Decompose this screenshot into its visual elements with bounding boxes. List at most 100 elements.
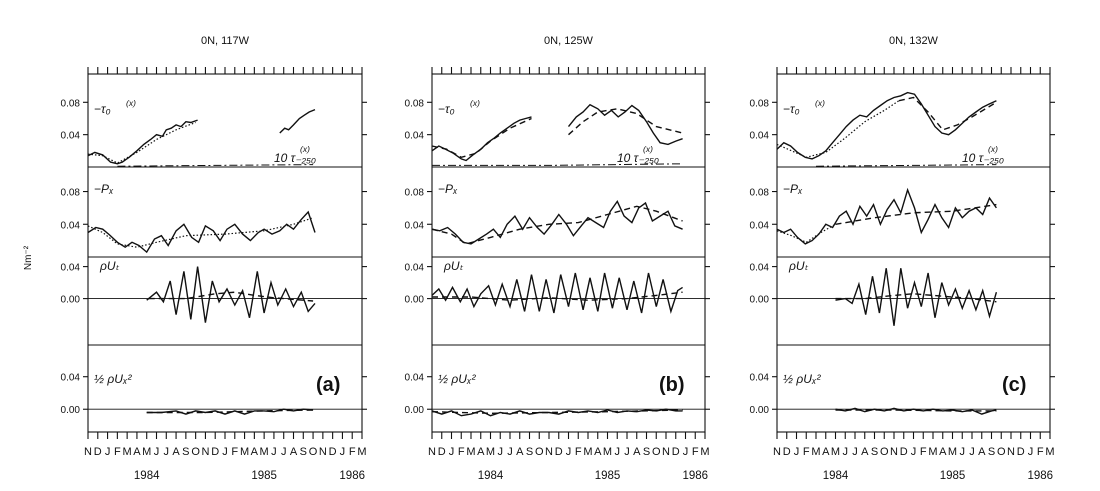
year-label: 1984 [478, 470, 504, 482]
month-label: M [466, 446, 475, 458]
month-label: M [928, 446, 937, 458]
month-label: N [319, 446, 327, 458]
y-tick-label: 0.04 [750, 220, 770, 231]
month-label: N [890, 446, 898, 458]
series-row0-dashdot [815, 164, 997, 167]
month-label: S [182, 446, 189, 458]
month-label: O [191, 446, 200, 458]
month-label: A [251, 446, 259, 458]
month-label: M [700, 446, 709, 458]
month-label: A [822, 446, 830, 458]
year-label: 1985 [251, 470, 277, 482]
month-label: J [843, 446, 849, 458]
series-row1-solid [87, 210, 316, 254]
month-label: J [154, 446, 160, 458]
month-label: S [526, 446, 533, 458]
month-label: D [555, 446, 563, 458]
year-label: 1986 [682, 470, 708, 482]
y-tick-label: 0.08 [750, 188, 770, 199]
series-row0-solid [87, 119, 198, 165]
month-label: J [1028, 446, 1034, 458]
month-label: O [652, 446, 661, 458]
month-label: J [498, 446, 504, 458]
y-tick-label: 0.04 [405, 373, 425, 384]
y-tick-label: 0.04 [61, 373, 81, 384]
y-tick-label: 0.04 [61, 263, 81, 274]
month-label: S [643, 446, 650, 458]
label-rho-ut: ρUₜ [788, 259, 809, 273]
series-row1-dotted [776, 223, 836, 243]
y-tick-label: 0.00 [405, 295, 425, 306]
month-label: A [978, 446, 986, 458]
year-label: 1984 [134, 470, 160, 482]
y-tick-label: 0.08 [405, 188, 425, 199]
label-rho-ut: ρUₜ [99, 259, 120, 273]
panel-label: (b) [659, 374, 685, 396]
series-row0-solid [567, 103, 683, 146]
series-row2-dashed [432, 291, 683, 301]
month-label: F [692, 446, 699, 458]
y-tick-label: 0.04 [750, 263, 770, 274]
month-label: F [349, 446, 356, 458]
month-label: J [969, 446, 975, 458]
month-label: N [428, 446, 436, 458]
month-label: A [133, 446, 141, 458]
month-label: M [831, 446, 840, 458]
month-label: J [507, 446, 513, 458]
series-row0-dotted [776, 100, 900, 158]
month-label: M [486, 446, 495, 458]
label-tau0-sup: (x) [815, 98, 825, 108]
series-row2-dashed [835, 293, 997, 303]
series-row0-solid [776, 91, 997, 160]
label-rho-ux2: ½ ρUₓ² [94, 372, 132, 386]
month-label: A [290, 446, 298, 458]
y-tick-label: 0.08 [61, 98, 81, 109]
month-label: J [911, 446, 917, 458]
month-label: M [357, 446, 366, 458]
series-row2-solid [146, 266, 316, 323]
series-row2-solid [835, 268, 998, 326]
month-label: D [329, 446, 337, 458]
label-tau250: 10 τ₋₂₅₀ [962, 151, 1004, 165]
month-label: M [603, 446, 612, 458]
series-row0-dashed [568, 108, 683, 136]
series-row0-solid [431, 116, 532, 162]
panel-title: 0N, 125W [544, 35, 594, 47]
series-row0-dashdot [117, 164, 314, 167]
month-label: F [575, 446, 582, 458]
month-label: J [615, 446, 621, 458]
month-label: M [142, 446, 151, 458]
y-tick-label: 0.08 [405, 98, 425, 109]
series-row1-dotted [87, 217, 314, 248]
label-tau250-sup: (x) [300, 144, 310, 154]
label-tau250: 10 τ₋₂₅₀ [274, 151, 316, 165]
month-label: J [960, 446, 966, 458]
month-label: D [438, 446, 446, 458]
y-tick-label: 0.04 [405, 131, 425, 142]
y-tick-label: 0.00 [405, 405, 425, 416]
y-tick-label: 0.00 [750, 405, 770, 416]
month-label: A [516, 446, 524, 458]
month-label: J [683, 446, 689, 458]
month-label: J [105, 446, 111, 458]
month-label: M [123, 446, 132, 458]
month-label: O [997, 446, 1006, 458]
label-rho-ut: ρUₜ [443, 259, 464, 273]
month-label: D [900, 446, 908, 458]
month-label: F [803, 446, 810, 458]
year-label: 1986 [339, 470, 365, 482]
month-label: O [535, 446, 544, 458]
month-label: D [211, 446, 219, 458]
series-row1-dashed [835, 203, 997, 225]
month-label: N [662, 446, 670, 458]
month-label: M [260, 446, 269, 458]
month-label: J [794, 446, 800, 458]
month-label: S [871, 446, 878, 458]
month-label: J [449, 446, 455, 458]
y-tick-label: 0.00 [61, 405, 81, 416]
series-row0-dotted [87, 121, 196, 164]
y-tick-label: 0.04 [61, 131, 81, 142]
month-label: D [1017, 446, 1025, 458]
